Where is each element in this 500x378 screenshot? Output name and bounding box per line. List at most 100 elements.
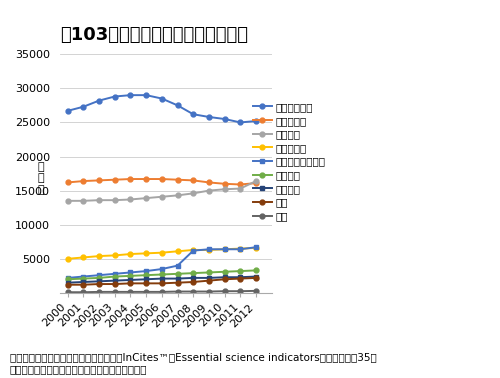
数学 [238,276,244,281]
臨床医学 [96,198,102,203]
情報・エンジニア [238,247,244,251]
薬・バイオ [222,181,228,186]
薬・バイオ [80,179,86,183]
数学 [159,281,165,286]
数学 [96,282,102,286]
物理化学物質 [190,112,196,116]
情報・エンジニア [80,274,86,279]
情報・エンジニア [206,247,212,251]
数学 [143,281,149,286]
薬・バイオ [174,177,180,182]
複合 [64,290,70,294]
複合 [253,288,259,293]
地球宇宙 [206,270,212,275]
Line: 臨床医学: 臨床医学 [66,179,258,203]
情報・エンジニア [143,269,149,273]
地球宇宙 [80,276,86,281]
薬・バイオ [64,180,70,185]
臨床医学 [253,179,259,183]
物理化学物質 [206,115,212,119]
臨床医学 [64,198,70,203]
社会科学 [80,280,86,284]
臨床医学 [128,197,134,202]
複合 [159,290,165,294]
臨床医学 [159,195,165,199]
物理化学物質 [128,93,134,98]
社会科学 [174,276,180,281]
物理化学物質 [222,117,228,121]
Line: 地球宇宙: 地球宇宙 [66,268,258,282]
薬・バイオ [128,177,134,181]
農林水環境 [238,246,244,251]
複合 [206,289,212,294]
複合 [222,289,228,293]
Line: 複合: 複合 [66,288,258,295]
物理化学物質 [159,96,165,101]
臨床医学 [190,191,196,195]
薬・バイオ [159,177,165,181]
農林水環境 [96,254,102,258]
情報・エンジニア [159,267,165,271]
地球宇宙 [64,277,70,282]
Line: 物理化学物質: 物理化学物質 [66,93,258,125]
臨床医学 [80,198,86,203]
情報・エンジニア [128,270,134,275]
地球宇宙 [112,274,118,279]
地球宇宙 [253,268,259,273]
複合 [96,290,102,294]
地球宇宙 [96,276,102,280]
農林水環境 [112,253,118,258]
複合 [112,290,118,294]
情報・エンジニア [174,263,180,268]
地球宇宙 [238,269,244,273]
臨床医学 [174,193,180,198]
臨床医学 [206,188,212,193]
社会科学 [64,280,70,285]
数学 [128,281,134,286]
物理化学物質 [143,93,149,98]
Legend: 物理化学物質, 薬・バイオ, 臨床医学, 農林水環境, 情報・エンジニア, 地球宇宙, 社会科学, 数学, 複合: 物理化学物質, 薬・バイオ, 臨床医学, 農林水環境, 情報・エンジニア, 地球… [253,102,326,221]
臨床医学 [112,198,118,203]
Line: 社会科学: 社会科学 [66,274,258,285]
Line: 農林水環境: 農林水環境 [66,245,258,261]
複合 [174,289,180,294]
薬・バイオ [206,180,212,185]
社会科学 [222,275,228,279]
社会科学 [143,277,149,282]
薬・バイオ [238,182,244,187]
物理化学物質 [253,119,259,123]
社会科学 [253,274,259,279]
農林水環境 [143,251,149,256]
Y-axis label: 論
文
数: 論 文 数 [38,162,44,195]
複合 [190,289,196,294]
数学 [206,278,212,283]
複合 [143,290,149,294]
地球宇宙 [174,271,180,276]
社会科学 [206,276,212,280]
情報・エンジニア [64,276,70,280]
社会科学 [238,275,244,279]
地球宇宙 [143,273,149,277]
物理化学物質 [238,120,244,125]
農林水環境 [80,255,86,260]
薬・バイオ [143,177,149,181]
数学 [80,282,86,287]
Line: 情報・エンジニア: 情報・エンジニア [66,245,258,280]
農林水環境 [174,249,180,254]
臨床医学 [222,187,228,192]
臨床医学 [143,196,149,200]
複合 [80,290,86,294]
社会科学 [96,279,102,284]
薬・バイオ [190,178,196,183]
農林水環境 [206,248,212,252]
物理化学物質 [64,108,70,113]
社会科学 [190,276,196,280]
薬・バイオ [96,178,102,183]
臨床医学 [238,186,244,191]
物理化学物質 [96,98,102,103]
物理化学物質 [80,104,86,109]
数学 [253,276,259,280]
薬・バイオ [112,177,118,182]
Line: 数学: 数学 [66,276,258,287]
数学 [112,282,118,286]
